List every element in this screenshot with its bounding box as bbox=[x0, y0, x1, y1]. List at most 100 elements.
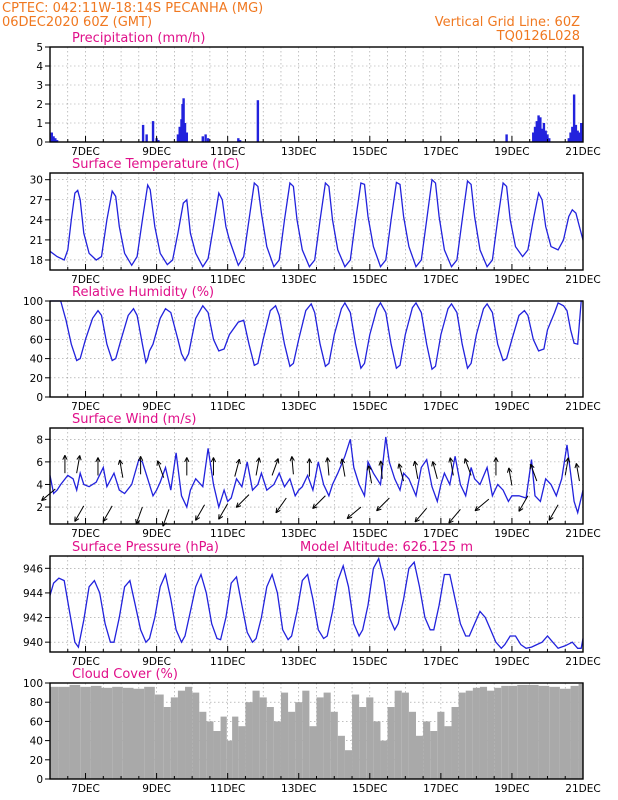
wind-arrow-head bbox=[258, 457, 262, 463]
wind-arrow-head bbox=[325, 457, 328, 463]
wind-arrow bbox=[117, 459, 124, 478]
wind-arrow-shaft bbox=[432, 461, 438, 479]
wind-arrow bbox=[289, 456, 295, 475]
wind-arrow bbox=[210, 457, 217, 476]
wind-arrow bbox=[339, 458, 346, 477]
cloud-bar bbox=[245, 702, 253, 779]
wind-arrow-head bbox=[448, 518, 451, 524]
wind-arrow-shaft bbox=[530, 463, 538, 482]
pressure-panel: 940 942 944 946 7DEC 9DEC 11DEC 13DEC 15DEC 17DEC… bbox=[23, 555, 601, 668]
cloud-bar bbox=[352, 694, 360, 779]
humidity-ytick-label: 40 bbox=[30, 354, 43, 366]
wind-arrow-head bbox=[397, 463, 400, 469]
precip-xtick-label: 7DEC bbox=[71, 146, 100, 158]
wind-arrow-head bbox=[275, 509, 281, 514]
temperature-xtick-label: 13DEC bbox=[281, 274, 316, 286]
wind-arrow bbox=[529, 463, 538, 482]
cloud-bar bbox=[330, 711, 338, 779]
wind-panel: 2 4 6 8 7DEC 9DEC 11DEC 13DEC 15DEC 17DEC 19DEC 21D… bbox=[36, 427, 601, 540]
wind-arrow bbox=[448, 457, 454, 476]
wind-arrow-head bbox=[548, 517, 554, 521]
cloud-bar bbox=[309, 726, 317, 779]
wind-arrow-head bbox=[41, 495, 45, 501]
cloud-xtick-label: 9DEC bbox=[142, 783, 171, 795]
wind-arrow bbox=[62, 454, 68, 474]
precip-bar bbox=[238, 140, 242, 142]
wind-arrow-shaft bbox=[449, 457, 454, 476]
precip-bar bbox=[201, 136, 204, 142]
temperature-ytick-label: 24 bbox=[30, 215, 44, 227]
wind-arrow-head bbox=[376, 508, 382, 512]
cloud-bar bbox=[154, 694, 164, 779]
wind-arrow-head bbox=[378, 460, 382, 466]
precip-bar bbox=[178, 126, 181, 142]
wind-xtick-label: 11DEC bbox=[210, 528, 245, 540]
wind-arrow-shaft bbox=[464, 458, 472, 476]
cloud-bar bbox=[259, 697, 267, 779]
cloud-bar bbox=[538, 685, 550, 779]
cloud-bar bbox=[302, 690, 310, 779]
temperature-series-line bbox=[49, 178, 584, 269]
wind-arrow-head bbox=[210, 457, 214, 463]
cloud-bar bbox=[527, 684, 539, 779]
wind-arrow-head bbox=[62, 454, 66, 460]
wind-ytick-label: 8 bbox=[36, 434, 43, 446]
precip-bar bbox=[505, 134, 508, 142]
cloud-bar bbox=[232, 716, 239, 779]
wind-arrow-head bbox=[235, 458, 240, 464]
wind-arrow bbox=[474, 498, 490, 512]
wind-arrow-head bbox=[412, 460, 416, 467]
precip-bar bbox=[176, 134, 180, 142]
precip-xtick-label: 21DEC bbox=[565, 146, 600, 158]
wind-xtick-label: 21DEC bbox=[565, 528, 600, 540]
cloud-bar bbox=[163, 707, 171, 779]
cloud-bar bbox=[472, 687, 480, 779]
precip-bar bbox=[574, 124, 578, 142]
wind-arrow-shaft bbox=[414, 461, 419, 479]
precip-ytick-label: 2 bbox=[36, 99, 43, 111]
wind-arrow-head bbox=[508, 467, 513, 473]
cloud-bar bbox=[213, 731, 221, 779]
cloud-bar bbox=[206, 721, 214, 779]
cloud-bar bbox=[295, 702, 303, 779]
precip-xtick-label: 13DEC bbox=[281, 146, 316, 158]
wind-arrow-head bbox=[432, 461, 437, 466]
pressure-ytick-label: 946 bbox=[23, 563, 43, 575]
cloud-bar bbox=[508, 685, 518, 779]
humidity-xtick-label: 21DEC bbox=[565, 401, 600, 413]
precip-bar bbox=[544, 130, 547, 142]
wind-arrow-head bbox=[186, 457, 190, 463]
wind-arrow-head bbox=[567, 457, 571, 463]
cloud-bar bbox=[549, 686, 560, 779]
humidity-ytick-label: 100 bbox=[23, 296, 43, 308]
temperature-xtick-label: 17DEC bbox=[423, 274, 458, 286]
cloud-bar bbox=[479, 686, 488, 779]
pressure-ytick-label: 942 bbox=[23, 613, 43, 625]
wind-arrow-shaft bbox=[195, 504, 206, 521]
wind-arrow-head bbox=[235, 502, 239, 508]
cloud-bar bbox=[220, 716, 227, 779]
cloud-bar bbox=[380, 740, 388, 779]
cloud-ytick-label: 60 bbox=[30, 716, 43, 728]
cloud-bar bbox=[192, 692, 200, 779]
precip-bar bbox=[571, 126, 574, 142]
cloud-bar bbox=[408, 711, 416, 779]
cloud-ytick-label: 20 bbox=[30, 755, 43, 767]
wind-xtick-label: 13DEC bbox=[281, 528, 316, 540]
wind-arrow-head bbox=[135, 518, 137, 525]
cloud-bar bbox=[451, 707, 459, 779]
precip-bar bbox=[546, 134, 549, 142]
pressure-ytick-label: 940 bbox=[23, 637, 43, 649]
cloud-bar bbox=[437, 711, 445, 779]
wind-arrow-head bbox=[238, 459, 241, 465]
wind-arrow bbox=[564, 457, 571, 476]
cloud-bar bbox=[366, 697, 374, 779]
cloud-bar bbox=[323, 692, 331, 779]
wind-arrow-shaft bbox=[448, 508, 461, 524]
cloud-bar bbox=[112, 686, 123, 779]
temperature-xtick-label: 7DEC bbox=[71, 274, 100, 286]
wind-arrow-head bbox=[326, 457, 331, 463]
wind-xtick-label: 19DEC bbox=[494, 528, 529, 540]
wind-xtick-label: 15DEC bbox=[352, 528, 387, 540]
wind-xtick-label: 17DEC bbox=[423, 528, 458, 540]
